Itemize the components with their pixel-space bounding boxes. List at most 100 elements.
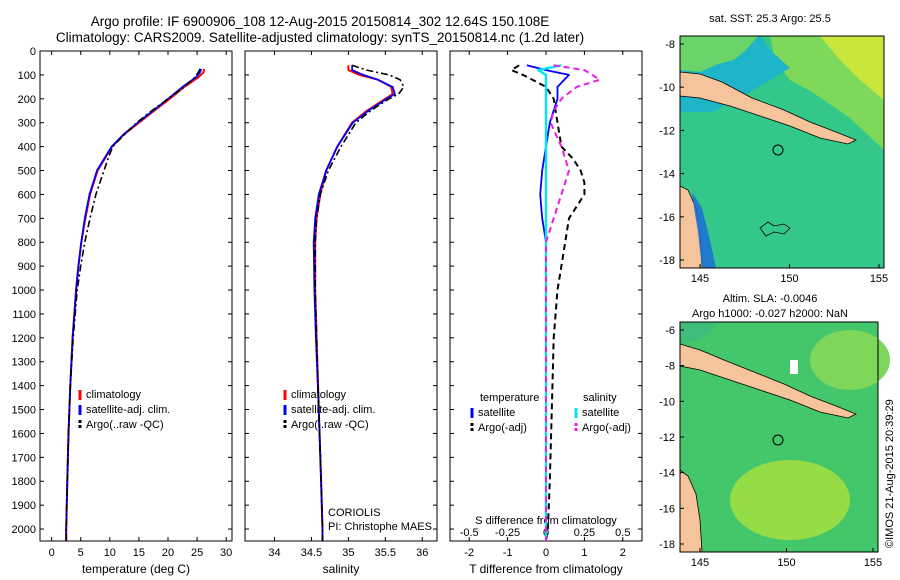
map-ytick-label: -14 (659, 169, 675, 181)
difference-series-salinity-argo-adj- (545, 64, 601, 541)
map-ytick-label: -14 (659, 468, 675, 480)
depth-tick-label: 500 (18, 166, 36, 178)
sla-mid-region (810, 330, 890, 390)
temperature-series-satellite-adj-clim- (65, 68, 203, 541)
legend-label: Argo(..raw -QC) (86, 419, 164, 431)
legend-label: climatology (86, 389, 142, 401)
map-ytick-label: -18 (659, 539, 675, 551)
legend-header-temperature: temperature (480, 392, 539, 404)
temperature-xlabel: temperature (deg C) (82, 562, 190, 576)
difference-xtick-label: -2 (464, 547, 474, 559)
temperature-xtick-label: 25 (191, 547, 203, 559)
temperature-xtick-label: 30 (220, 547, 232, 559)
legend-label: Argo(-adj) (478, 422, 527, 434)
map-xtick-label: 150 (780, 273, 798, 285)
temperature-frame (39, 50, 233, 542)
depth-tick-label: 700 (18, 213, 36, 225)
sst-map-ticks: 145 150 155 -8 -10 -12 -14 -16 -18 (659, 39, 888, 285)
difference-xtick-label: -1 (503, 547, 513, 559)
depth-tick-label: 1800 (12, 476, 36, 488)
temperature-xtick-label: 10 (104, 547, 116, 559)
temperature-xtick-label: 0 (49, 547, 55, 559)
map-ytick-label: -8 (665, 361, 675, 373)
difference-xlabel: T difference from climatology (469, 562, 623, 576)
sla-map-title-2: Argo h1000: -0.027 h2000: NaN (692, 308, 848, 320)
argo-float-marker (772, 144, 784, 156)
depth-tick-label: 1300 (12, 357, 36, 369)
depth-tick-label: 300 (18, 118, 36, 130)
sla-new-guinea-coast (679, 343, 857, 419)
salinity-xtick-label: 35 (342, 547, 354, 559)
depth-tick-label: 1900 (12, 500, 36, 512)
temperature-xtick-label: 20 (162, 547, 174, 559)
s-diff-tick-label: -0.5 (460, 527, 479, 539)
map-ytick-label: -12 (659, 125, 675, 137)
difference-xtick-label: 0 (543, 547, 549, 559)
depth-tick-label: 800 (18, 237, 36, 249)
sst-map-frame (679, 35, 885, 269)
salinity-xtick-label: 36 (416, 547, 428, 559)
sla-argo-float-marker (772, 434, 784, 446)
s-diff-tick-label: 0.25 (574, 527, 595, 539)
salinity-xtick-label: 35.5 (375, 547, 396, 559)
sst-northern-region (680, 36, 758, 72)
salinity-series-climatology (314, 65, 394, 541)
new-guinea-coast (679, 71, 857, 145)
legend-label: Argo(..raw -QC) (291, 419, 369, 431)
sst-map-title: sat. SST: 25.3 Argo: 25.5 (709, 13, 831, 25)
legend-label: climatology (291, 389, 347, 401)
depth-tick-label: 1100 (12, 309, 36, 321)
annotation-pi: PI: Christophe MAES (328, 521, 432, 533)
sst-map: sat. SST: 25.3 Argo: 25.5 145 150 155 -8 -10… (659, 13, 888, 285)
temperature-panel: 0100200300400500600700800900100011001200… (12, 46, 233, 576)
map-xtick-label: 150 (777, 557, 795, 569)
map-ytick-label: -16 (659, 503, 675, 515)
depth-tick-label: 2000 (12, 524, 36, 536)
depth-tick-label: 0 (30, 46, 36, 58)
depth-tick-label: 200 (18, 94, 36, 106)
map-xtick-label: 145 (691, 557, 709, 569)
temperature-series-argo-raw-qc- (65, 68, 201, 541)
map-ytick-label: -18 (659, 255, 675, 267)
figure-title-line1: Argo profile: IF 6900906_108 12-Aug-2015… (90, 14, 550, 29)
depth-tick-label: 600 (18, 189, 36, 201)
temperature-series-climatology (65, 68, 206, 541)
difference-panel: -2 -1 0 1 2-0.5 -0.25 0 0.25 0.5S difference fro… (449, 50, 643, 576)
sla-high-region (730, 460, 850, 540)
map-ytick-label: -12 (659, 432, 675, 444)
map-ytick-label: -10 (659, 396, 675, 408)
legend-label: Argo(-adj) (582, 422, 631, 434)
depth-tick-label: 1600 (12, 428, 36, 440)
annotation-institution: CORIOLIS (328, 507, 381, 519)
temperature-xtick-label: 5 (78, 547, 84, 559)
salinity-xtick-label: 34.5 (301, 547, 322, 559)
map-xtick-label: 155 (864, 557, 882, 569)
map-xtick-label: 145 (691, 273, 709, 285)
map-ytick-label: -16 (659, 212, 675, 224)
s-diff-tick-label: 0.5 (615, 527, 630, 539)
legend-label: satellite-adj. clim. (291, 404, 375, 416)
figure-title-line2: Climatology: CARS2009. Satellite-adjuste… (55, 30, 585, 45)
sla-low-region (680, 322, 720, 344)
legend-label: satellite (582, 407, 619, 419)
sst-hot-region (820, 36, 884, 100)
depth-tick-label: 100 (18, 70, 36, 82)
imos-stamp: ©IMOS 21-Aug-2015 20:39:29 (884, 399, 896, 548)
legend-label: satellite (478, 407, 515, 419)
s-diff-tick-label: -0.25 (495, 527, 520, 539)
salinity-panel: 34 34.5 35 35.5 36 salinity climatology satelli… (244, 50, 438, 576)
depth-tick-label: 400 (18, 142, 36, 154)
salinity-series-satellite-adj-clim- (312, 65, 396, 541)
temperature-xtick-label: 15 (133, 547, 145, 559)
difference-xtick-label: 1 (581, 547, 587, 559)
depth-tick-label: 1000 (12, 285, 36, 297)
depth-tick-label: 900 (18, 261, 36, 273)
legend-label: satellite-adj. clim. (86, 404, 170, 416)
depth-tick-label: 1400 (12, 381, 36, 393)
sst-coastal-cool (692, 192, 716, 268)
sla-missing-patch (790, 360, 798, 374)
legend-header-salinity: salinity (583, 392, 617, 404)
depth-tick-label: 1700 (12, 452, 36, 464)
